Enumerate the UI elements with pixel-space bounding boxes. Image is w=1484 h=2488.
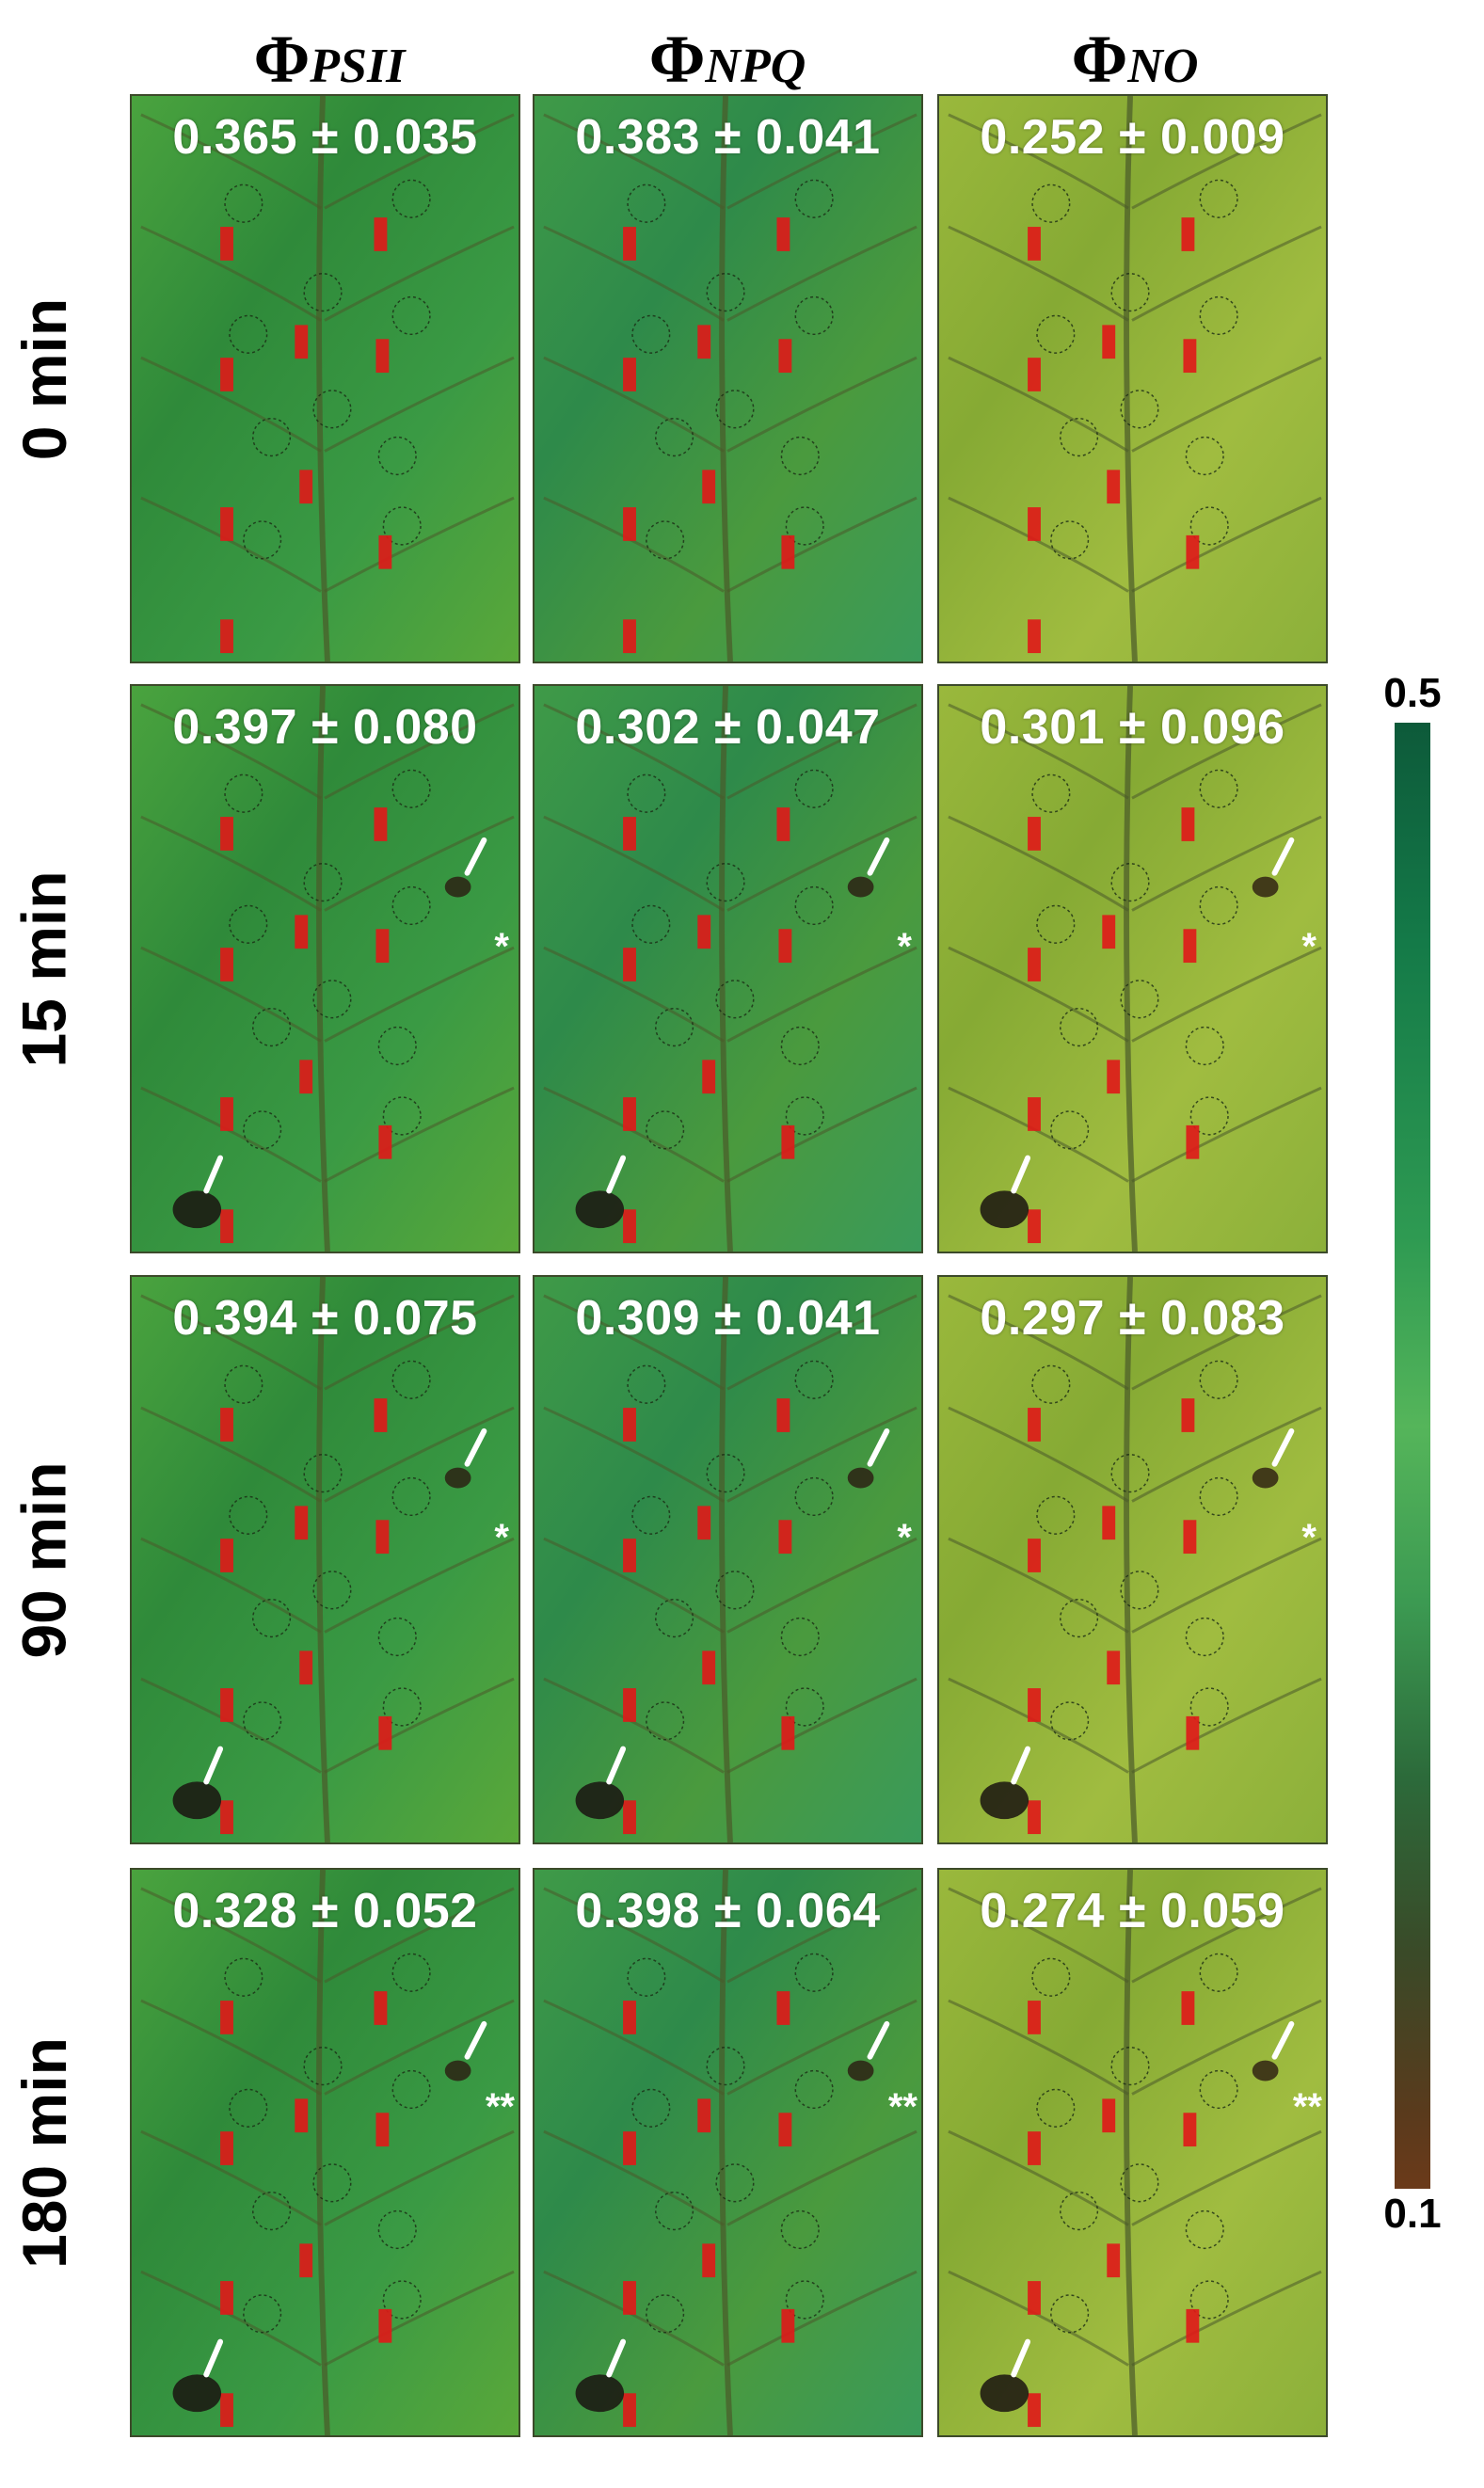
yield-value: 0.328 ± 0.052 — [172, 1884, 478, 1938]
scale-min-label: 0.1 — [1383, 2191, 1442, 2237]
row-label-text: 90 min — [9, 1460, 79, 1659]
row-label-0min: 0 min — [2, 94, 87, 663]
leaf-panel-psii-15min: 0.397 ± 0.080 * — [130, 684, 520, 1253]
leaf-panel-psii-90min: 0.394 ± 0.075 * — [130, 1275, 520, 1844]
yield-value: 0.297 ± 0.083 — [980, 1291, 1285, 1346]
column-header-no: ΦNO — [937, 21, 1332, 105]
column-subscript: NO — [1127, 40, 1199, 93]
yield-value: 0.397 ± 0.080 — [172, 700, 478, 755]
significance-marker: * — [1301, 1517, 1316, 1558]
leaf-panel-npq-15min: 0.302 ± 0.047 * — [533, 684, 923, 1253]
yield-value: 0.394 ± 0.075 — [172, 1291, 478, 1346]
yield-value: 0.274 ± 0.059 — [980, 1884, 1285, 1938]
leaf-panel-no-180min: 0.274 ± 0.059 ** — [937, 1868, 1328, 2437]
color-scale-bar — [1395, 723, 1430, 2189]
yield-value: 0.309 ± 0.041 — [575, 1291, 881, 1346]
leaf-image — [939, 686, 1326, 1252]
leaf-panel-no-0min: 0.252 ± 0.009 — [937, 94, 1328, 663]
leaf-panel-npq-180min: 0.398 ± 0.064 ** — [533, 1868, 923, 2437]
yield-value: 0.252 ± 0.009 — [980, 110, 1285, 165]
scale-max-label: 0.5 — [1383, 670, 1442, 716]
leaf-image — [132, 1870, 519, 2435]
leaf-panel-npq-0min: 0.383 ± 0.041 — [533, 94, 923, 663]
leaf-image — [939, 1277, 1326, 1842]
phi-symbol: Φ — [253, 22, 311, 97]
phi-symbol: Φ — [1071, 22, 1128, 97]
leaf-image — [535, 686, 921, 1252]
significance-marker: ** — [887, 2086, 918, 2128]
row-label-text: 180 min — [9, 2036, 80, 2269]
leaf-image — [535, 1870, 921, 2435]
significance-marker: * — [897, 1517, 912, 1558]
significance-marker: * — [494, 926, 509, 967]
significance-marker: * — [494, 1517, 509, 1558]
phi-symbol: Φ — [648, 22, 706, 97]
leaf-panel-no-90min: 0.297 ± 0.083 * — [937, 1275, 1328, 1844]
column-subscript: PSII — [310, 40, 406, 93]
leaf-panel-no-15min: 0.301 ± 0.096 * — [937, 684, 1328, 1253]
leaf-panel-psii-0min: 0.365 ± 0.035 — [130, 94, 520, 663]
leaf-panel-npq-90min: 0.309 ± 0.041 * — [533, 1275, 923, 1844]
significance-marker: * — [897, 926, 912, 967]
leaf-panel-psii-180min: 0.328 ± 0.052 ** — [130, 1868, 520, 2437]
significance-marker: ** — [1292, 2086, 1322, 2128]
yield-value: 0.302 ± 0.047 — [575, 700, 881, 755]
yield-value: 0.383 ± 0.041 — [575, 110, 881, 165]
row-label-text: 15 min — [9, 869, 79, 1068]
column-header-npq: ΦNPQ — [530, 21, 925, 105]
leaf-image — [132, 686, 519, 1252]
yield-value: 0.365 ± 0.035 — [172, 110, 478, 165]
row-label-180min: 180 min — [2, 1868, 87, 2437]
significance-marker: * — [1301, 926, 1316, 967]
row-label-15min: 15 min — [2, 684, 87, 1253]
column-header-psii: ΦPSII — [132, 21, 527, 105]
yield-value: 0.398 ± 0.064 — [575, 1884, 881, 1938]
leaf-image — [132, 96, 519, 662]
leaf-image — [939, 1870, 1326, 2435]
significance-marker: ** — [485, 2086, 515, 2128]
leaf-image — [939, 96, 1326, 662]
yield-value: 0.301 ± 0.096 — [980, 700, 1285, 755]
row-label-text: 0 min — [9, 297, 80, 460]
column-subscript: NPQ — [705, 40, 806, 93]
leaf-image — [535, 96, 921, 662]
leaf-image — [535, 1277, 921, 1842]
leaf-image — [132, 1277, 519, 1842]
row-label-90min: 90 min — [2, 1275, 87, 1844]
